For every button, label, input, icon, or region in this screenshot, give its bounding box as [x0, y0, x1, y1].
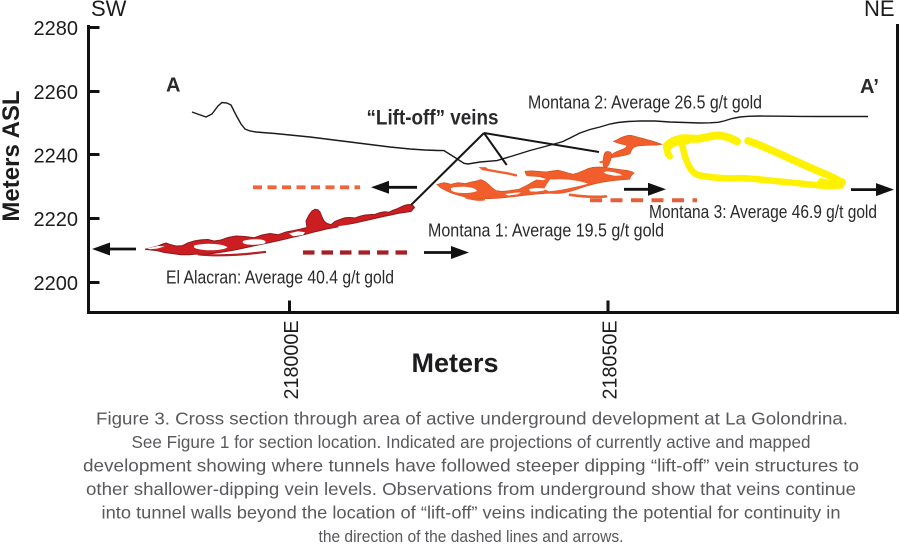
svg-text:other shallower-dipping vein l: other shallower-dipping vein levels. Obs…	[86, 479, 856, 499]
svg-text:See Figure 1 for section locat: See Figure 1 for section location. Indic…	[132, 432, 811, 452]
svg-text:2240: 2240	[34, 146, 79, 168]
svg-text:Figure 3. Cross section throug: Figure 3. Cross section through area of …	[96, 409, 848, 429]
svg-text:“Lift-off” veins: “Lift-off” veins	[367, 107, 499, 130]
svg-text:2220: 2220	[34, 209, 79, 231]
svg-text:NE: NE	[864, 0, 895, 21]
svg-text:El Alacran: Average 40.4 g/t g: El Alacran: Average 40.4 g/t gold	[166, 266, 394, 287]
svg-text:SW: SW	[91, 0, 127, 21]
svg-text:2260: 2260	[34, 82, 79, 104]
svg-text:A’: A’	[860, 76, 879, 98]
svg-text:the direction of the dashed li: the direction of the dashed lines and ar…	[319, 527, 624, 546]
svg-text:Montana 3: Average 46.9 g/t go: Montana 3: Average 46.9 g/t gold	[649, 201, 877, 222]
svg-text:2200: 2200	[34, 273, 79, 295]
svg-text:Meters: Meters	[411, 348, 498, 378]
svg-text:into tunnel walls beyond the l: into tunnel walls beyond the location of…	[102, 503, 841, 523]
svg-text:Montana 1: Average 19.5 g/t go: Montana 1: Average 19.5 g/t gold	[428, 220, 664, 241]
svg-text:218050E: 218050E	[600, 321, 622, 400]
svg-text:development showing where tunn: development showing where tunnels have f…	[83, 456, 859, 476]
svg-text:Meters ASL: Meters ASL	[0, 90, 25, 221]
svg-text:Montana 2: Average 26.5 g/t go: Montana 2: Average 26.5 g/t gold	[528, 92, 762, 113]
svg-text:2280: 2280	[34, 18, 79, 40]
svg-text:218000E: 218000E	[281, 321, 303, 400]
svg-text:A: A	[166, 75, 180, 97]
